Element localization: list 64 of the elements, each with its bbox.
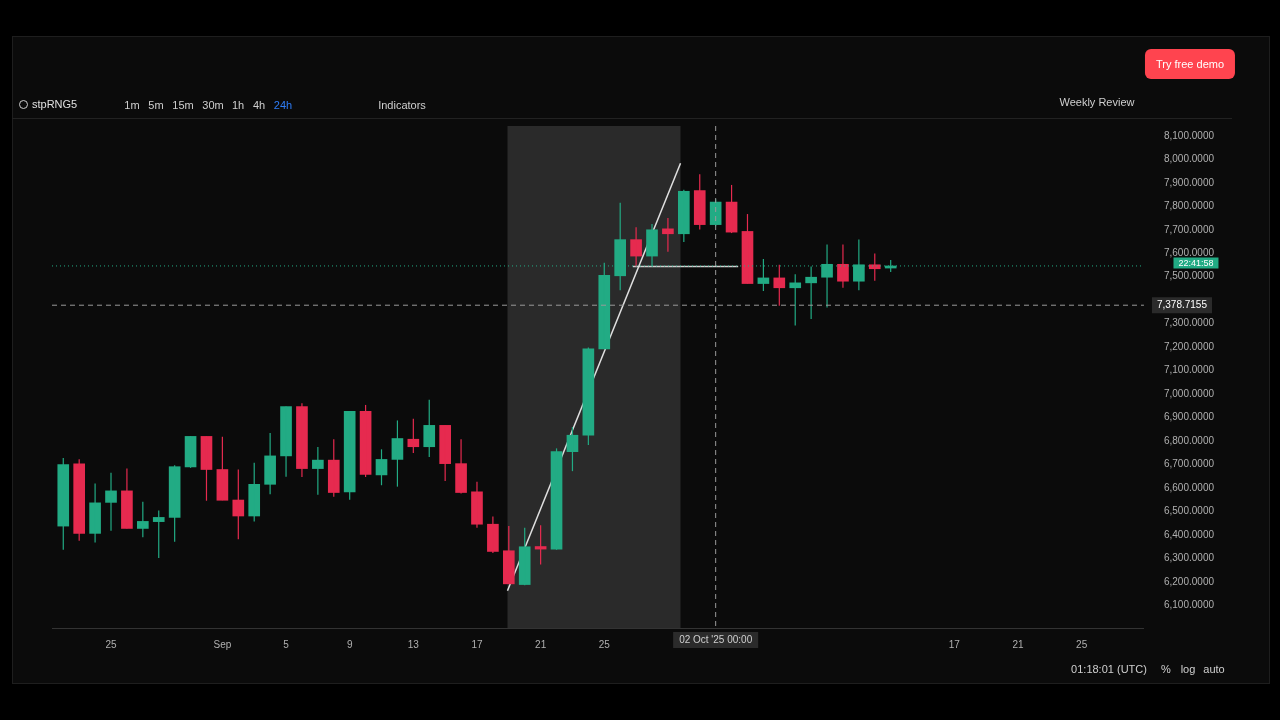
text: 1h: [231, 99, 245, 111]
text: 30m: [202, 99, 224, 111]
text: 24h: [273, 99, 293, 111]
y-tick-label: 7,900.0000: [1163, 176, 1215, 188]
y-tick-label: 6,500.0000: [1163, 505, 1215, 517]
candlestick: [343, 410, 356, 501]
y-tick-label: 7,700.0000: [1163, 223, 1215, 235]
candlestick: [137, 501, 149, 538]
text: log: [1180, 663, 1196, 675]
candlestick: [439, 424, 451, 482]
y-tick-label: 6,300.0000: [1163, 552, 1215, 564]
y-tick-label: 6,900.0000: [1163, 411, 1215, 423]
candlestick: [502, 525, 515, 585]
y-tick-label: 7,000.0000: [1163, 387, 1215, 399]
text: Weekly Review: [1059, 96, 1135, 108]
y-tick-label: 7,200.0000: [1163, 340, 1215, 352]
candlestick: [57, 457, 70, 551]
x-tick-label: 9: [346, 638, 353, 650]
candlestick: [518, 527, 531, 586]
text: Indicators: [378, 99, 426, 111]
text: 15m: [172, 99, 194, 111]
chart-title: stpRNG5: [32, 98, 78, 110]
x-tick-label: 17: [948, 638, 961, 650]
y-tick-label: 6,400.0000: [1163, 528, 1215, 540]
candlestick: [423, 399, 436, 458]
text: auto: [1203, 663, 1225, 675]
candlestick: [152, 510, 165, 559]
candlestick: [327, 438, 340, 498]
y-tick-label: 6,100.0000: [1163, 599, 1215, 611]
text: %: [1161, 663, 1171, 675]
text: 01:18:01 (UTC): [1071, 663, 1147, 675]
text: 1m: [124, 99, 140, 111]
candlestick: [678, 189, 690, 243]
x-tick-label: 25: [1076, 638, 1088, 650]
text: 22:41:58: [1173, 257, 1219, 269]
candlestick: [693, 173, 706, 231]
y-tick-label: 7,300.0000: [1163, 317, 1215, 329]
y-tick-label: 8,000.0000: [1163, 153, 1215, 165]
candlestick: [248, 462, 261, 522]
y-tick-label: 7,800.0000: [1163, 200, 1215, 212]
y-tick-label: 6,600.0000: [1163, 481, 1215, 493]
y-tick-label: 6,200.0000: [1163, 575, 1215, 587]
text: 5m: [148, 99, 164, 111]
x-tick-label: 25: [598, 638, 611, 650]
x-tick-label: 25: [105, 638, 118, 650]
ref-line-label: 02 Oct '25 00:00: [679, 633, 753, 645]
x-tick-label: 13: [407, 638, 420, 650]
candlestick: [232, 468, 245, 540]
x-tick-label: 21: [535, 638, 547, 650]
x-tick-label: 21: [1012, 638, 1024, 650]
y-tick-label: 8,100.0000: [1163, 129, 1215, 141]
text: 4h: [252, 99, 266, 111]
y-tick-label: 6,700.0000: [1163, 458, 1215, 470]
candlestick: [73, 458, 86, 542]
y-tick-label: 7,600.0000: [1163, 247, 1215, 259]
candlestick: [868, 252, 881, 282]
x-tick-label: Sep: [213, 638, 232, 650]
y-tick-label: 7,500.0000: [1163, 270, 1215, 282]
x-tick-label: 17: [471, 638, 483, 650]
y-tick-label: 6,800.0000: [1163, 434, 1215, 446]
x-tick-label: 5: [283, 638, 290, 650]
y-tick-label: 7,100.0000: [1163, 364, 1215, 376]
text: Try free demo: [1144, 49, 1236, 79]
ref-line-label: 7,378.7155: [1156, 298, 1208, 310]
